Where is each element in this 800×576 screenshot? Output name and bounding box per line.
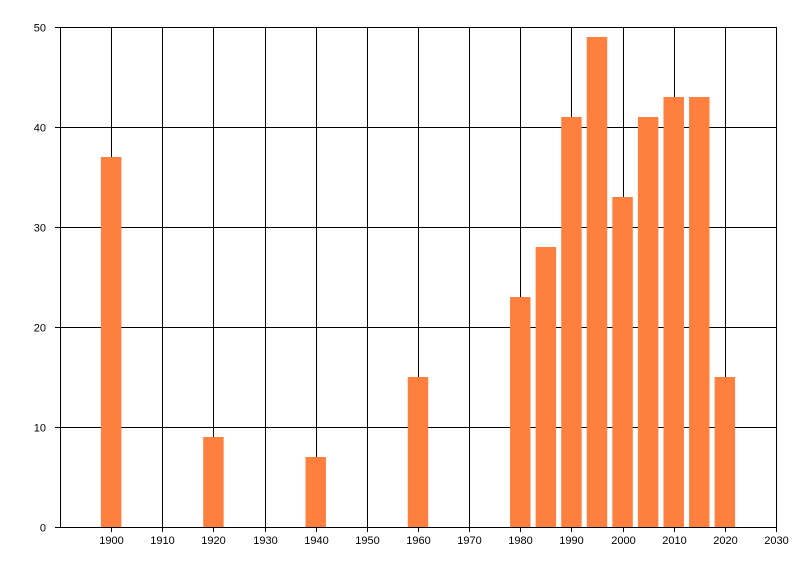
- x-tick-label: 1970: [457, 535, 481, 547]
- x-tick-label: 2000: [611, 535, 635, 547]
- axes: [55, 27, 777, 532]
- bar: [663, 97, 684, 527]
- bar: [561, 117, 582, 527]
- bar: [203, 437, 224, 527]
- x-tick-labels: 1900 1910 1920 1930 1940 1950 1960 1970 1980 1990…: [99, 535, 788, 547]
- bar: [100, 157, 122, 527]
- y-tick-label: 30: [34, 223, 46, 235]
- y-tick-label: 40: [34, 123, 46, 135]
- y-tick-label: 50: [34, 23, 46, 35]
- bar: [637, 117, 659, 527]
- y-tick-labels: 0 10 20 30 40 50: [34, 23, 46, 535]
- x-tick-label: 1900: [99, 535, 123, 547]
- x-tick-label: 2020: [713, 535, 737, 547]
- bar: [714, 377, 736, 527]
- bar: [612, 197, 633, 527]
- x-tick-label: 1930: [253, 535, 277, 547]
- y-tick-label: 10: [34, 423, 46, 435]
- x-tick-label: 1980: [508, 535, 532, 547]
- x-tick-label: 1990: [559, 535, 583, 547]
- x-tick-label: 1920: [201, 535, 225, 547]
- bars: [100, 37, 736, 527]
- x-tick-label: 1950: [355, 535, 379, 547]
- x-tick-label: 1960: [406, 535, 430, 547]
- bar: [689, 97, 710, 527]
- y-tick-label: 0: [40, 523, 46, 535]
- bar: [586, 37, 608, 527]
- x-tick-label: 1910: [150, 535, 174, 547]
- x-tick-label: 2030: [764, 535, 788, 547]
- bar: [305, 457, 326, 527]
- bar: [407, 377, 429, 527]
- bar: [510, 297, 531, 527]
- y-tick-label: 20: [34, 323, 46, 335]
- x-tick-label: 1940: [304, 535, 328, 547]
- bar: [535, 247, 557, 527]
- x-tick-label: 2010: [662, 535, 686, 547]
